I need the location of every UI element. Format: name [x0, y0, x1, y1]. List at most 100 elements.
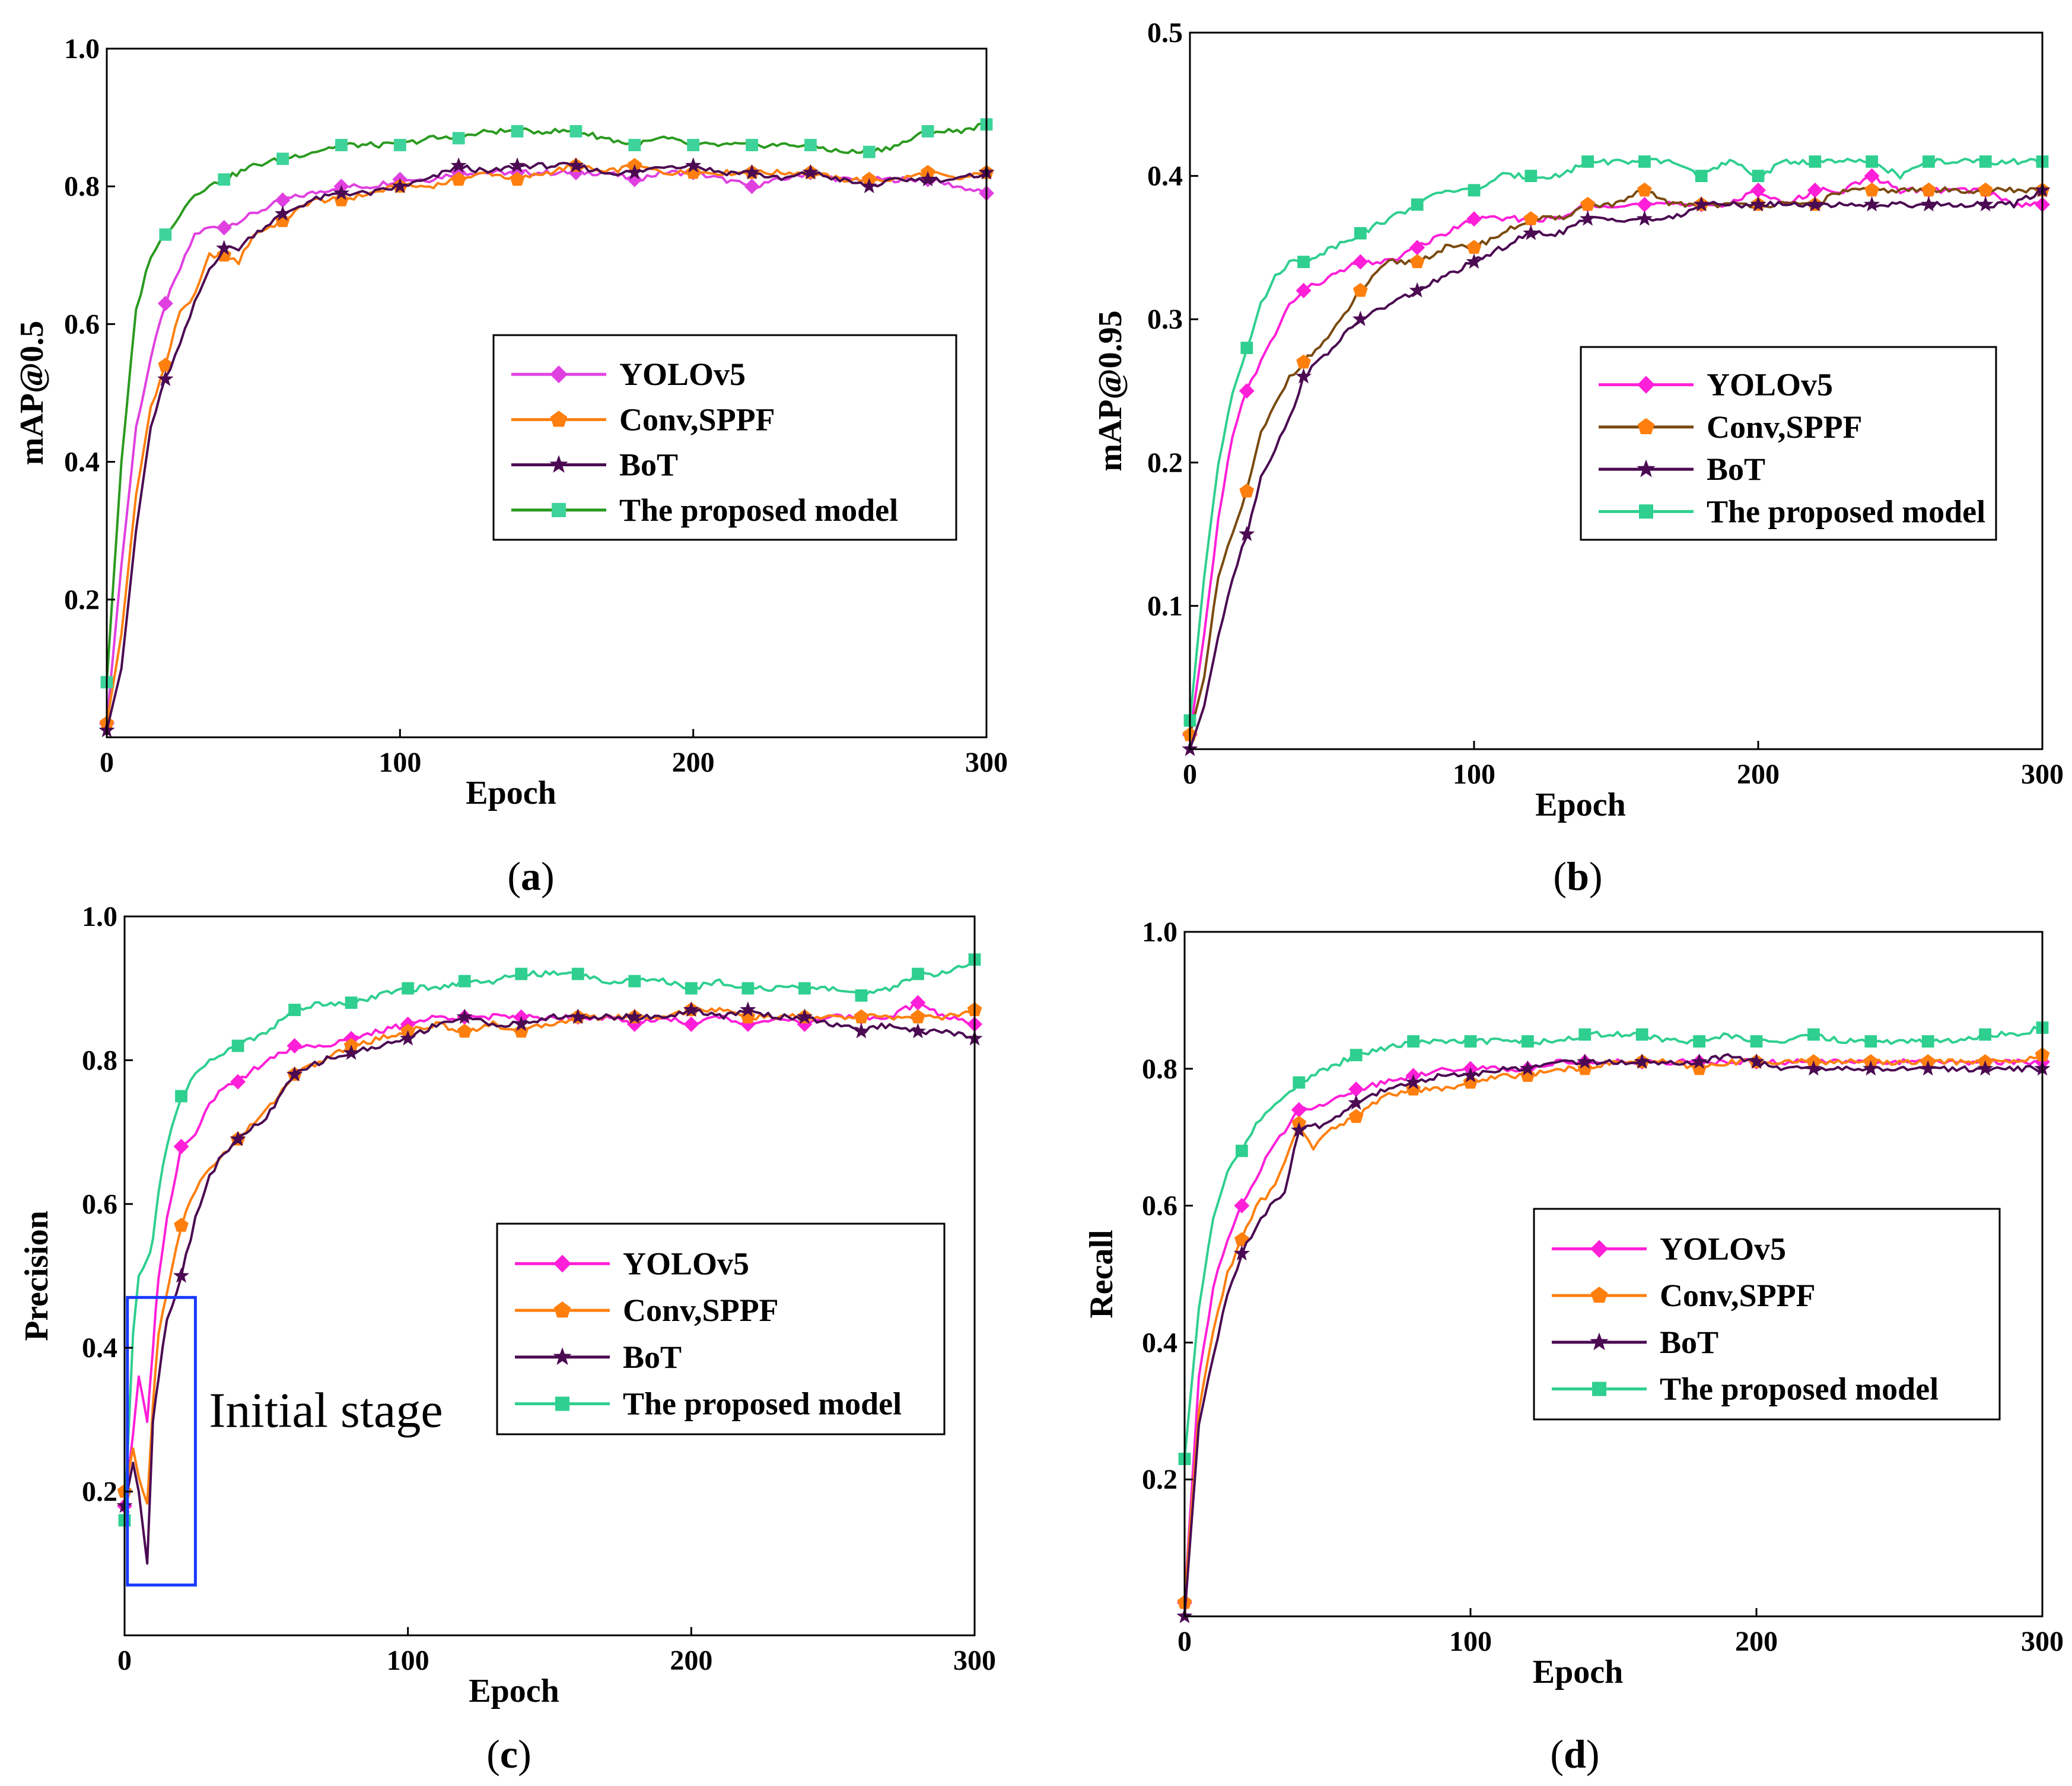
- legend-marker-d-0: [1590, 1240, 1608, 1258]
- legend-marker-c-1: [553, 1301, 571, 1318]
- data-point-c-2-31: [796, 1008, 813, 1024]
- y-tick-label-b-1: 0.2: [1147, 447, 1183, 479]
- data-point-b-0-14: [1466, 211, 1482, 227]
- chart-panel-c: Initial stage 0 100 200 300 0.2 0.4 0.6 0.8 1.0 Ep…: [18, 901, 996, 1777]
- data-point-a-2-4: [157, 370, 174, 386]
- data-point-d-3-12: [1407, 1035, 1419, 1048]
- data-point-d-3-20: [1635, 1028, 1648, 1041]
- series-b-3: [1183, 155, 2049, 727]
- series-line-b-0: [1189, 172, 2043, 736]
- data-point-b-0-20: [1637, 196, 1653, 212]
- legend-marker-c-0: [553, 1255, 571, 1273]
- data-point-a-3-8: [218, 173, 231, 186]
- data-point-d-2-8: [1291, 1122, 1307, 1138]
- data-point-b-1-12: [1409, 254, 1425, 269]
- legend-marker-a-3: [552, 502, 566, 517]
- legend-box-c: [496, 1222, 946, 1435]
- legend-label-c-1: Conv,SPPF: [623, 1292, 779, 1328]
- data-point-c-3-35: [912, 967, 924, 980]
- y-axis-title-c: Precision: [18, 1211, 55, 1341]
- data-point-b-0-28: [1864, 168, 1880, 184]
- data-point-b-2-32: [1977, 196, 1994, 212]
- data-point-b-3-16: [1524, 170, 1538, 182]
- series-line-a-2: [106, 161, 988, 731]
- legend-label-d-2: BoT: [1660, 1325, 1718, 1360]
- data-point-b-0-26: [1807, 182, 1823, 198]
- x-tick-label-d-1: 100: [1449, 1626, 1492, 1657]
- data-point-c-3-29: [741, 982, 755, 995]
- data-point-c-2-35: [909, 1023, 927, 1039]
- data-point-a-3-26: [746, 139, 758, 151]
- data-point-c-2-27: [683, 1001, 699, 1017]
- y-tick-label-d-3: 0.8: [1142, 1053, 1177, 1085]
- data-point-a-3-12: [335, 139, 348, 151]
- data-point-a-2-11: [274, 205, 291, 221]
- legend-label-c-0: YOLOv5: [623, 1246, 749, 1281]
- data-point-b-3-30: [1923, 155, 1935, 168]
- data-point-c-0-13: [287, 1038, 303, 1054]
- x-axis-title-c: Epoch: [469, 1673, 559, 1709]
- series-line-b-2: [1189, 189, 2043, 750]
- data-point-b-1-30: [1921, 182, 1936, 197]
- data-point-b-3-4: [1240, 342, 1253, 354]
- legend-marker-c-3: [555, 1396, 569, 1411]
- data-point-c-2-33: [853, 1023, 870, 1039]
- legend-marker-c-2: [553, 1347, 572, 1365]
- data-point-c-3-15: [345, 997, 358, 1009]
- data-point-b-2-26: [1807, 196, 1823, 212]
- x-tick-label-a-1: 100: [378, 747, 421, 778]
- data-point-d-3-10: [1349, 1049, 1363, 1062]
- data-point-b-1-4: [1239, 483, 1255, 498]
- data-point-c-3-17: [402, 982, 415, 995]
- y-tick-label-c-0: 0.2: [82, 1476, 117, 1508]
- y-tick-label-c-3: 0.8: [82, 1045, 117, 1076]
- data-point-c-3-27: [685, 982, 698, 995]
- data-point-d-2-24: [1748, 1053, 1765, 1069]
- legend-label-a-2: BoT: [619, 447, 678, 483]
- data-point-a-0-26: [744, 179, 760, 195]
- series-line-d-2: [1183, 1053, 2044, 1617]
- x-tick-label-c-1: 100: [387, 1645, 429, 1676]
- data-point-a-2-29: [802, 164, 819, 180]
- legend-box-a: [492, 334, 957, 541]
- x-axis-title-d: Epoch: [1533, 1654, 1624, 1691]
- data-point-b-2-8: [1296, 368, 1312, 384]
- data-point-c-3-13: [288, 1004, 301, 1016]
- data-point-d-3-32: [1979, 1028, 1991, 1041]
- data-point-c-1-35: [911, 1009, 925, 1024]
- series-line-d-3: [1183, 1026, 2043, 1459]
- data-point-a-3-16: [452, 132, 465, 145]
- data-point-c-0-27: [683, 1016, 699, 1032]
- data-point-b-3-14: [1468, 184, 1481, 197]
- legend-label-a-1: Conv,SPPF: [619, 402, 775, 437]
- y-tick-label-a-3: 0.8: [64, 171, 100, 202]
- y-axis-title-a: mAP@0.5: [14, 321, 50, 465]
- data-point-b-1-14: [1466, 240, 1482, 254]
- data-point-b-3-28: [1866, 155, 1878, 168]
- legend-marker-d-1: [1590, 1287, 1608, 1303]
- y-tick-label-d-2: 0.6: [1142, 1190, 1177, 1222]
- x-tick-label-a-3: 300: [965, 747, 1008, 778]
- data-point-a-1-19: [510, 171, 525, 186]
- legend-label-a-3: The proposed model: [619, 492, 898, 528]
- data-point-a-0-8: [216, 219, 232, 235]
- data-point-c-2-17: [400, 1030, 416, 1046]
- legend-marker-b-0: [1637, 375, 1655, 394]
- x-tick-label-d-0: 0: [1177, 1626, 1192, 1657]
- data-point-a-1-17: [451, 171, 466, 186]
- series-d-3: [1178, 1021, 2049, 1465]
- data-point-b-0-4: [1239, 383, 1255, 399]
- legend-marker-a-0: [550, 365, 568, 384]
- data-point-c-2-7: [173, 1267, 190, 1283]
- data-point-a-2-33: [919, 171, 936, 187]
- data-point-d-3-18: [1578, 1028, 1592, 1041]
- data-point-b-3-12: [1411, 198, 1424, 211]
- data-point-c-2-25: [626, 1008, 643, 1024]
- data-point-a-0-10: [275, 192, 291, 208]
- data-point-d-0-8: [1291, 1102, 1307, 1118]
- data-point-a-0-4: [157, 295, 173, 311]
- y-tick-label-a-2: 0.6: [64, 308, 100, 340]
- data-point-a-2-23: [626, 164, 643, 180]
- data-point-b-3-10: [1354, 227, 1367, 240]
